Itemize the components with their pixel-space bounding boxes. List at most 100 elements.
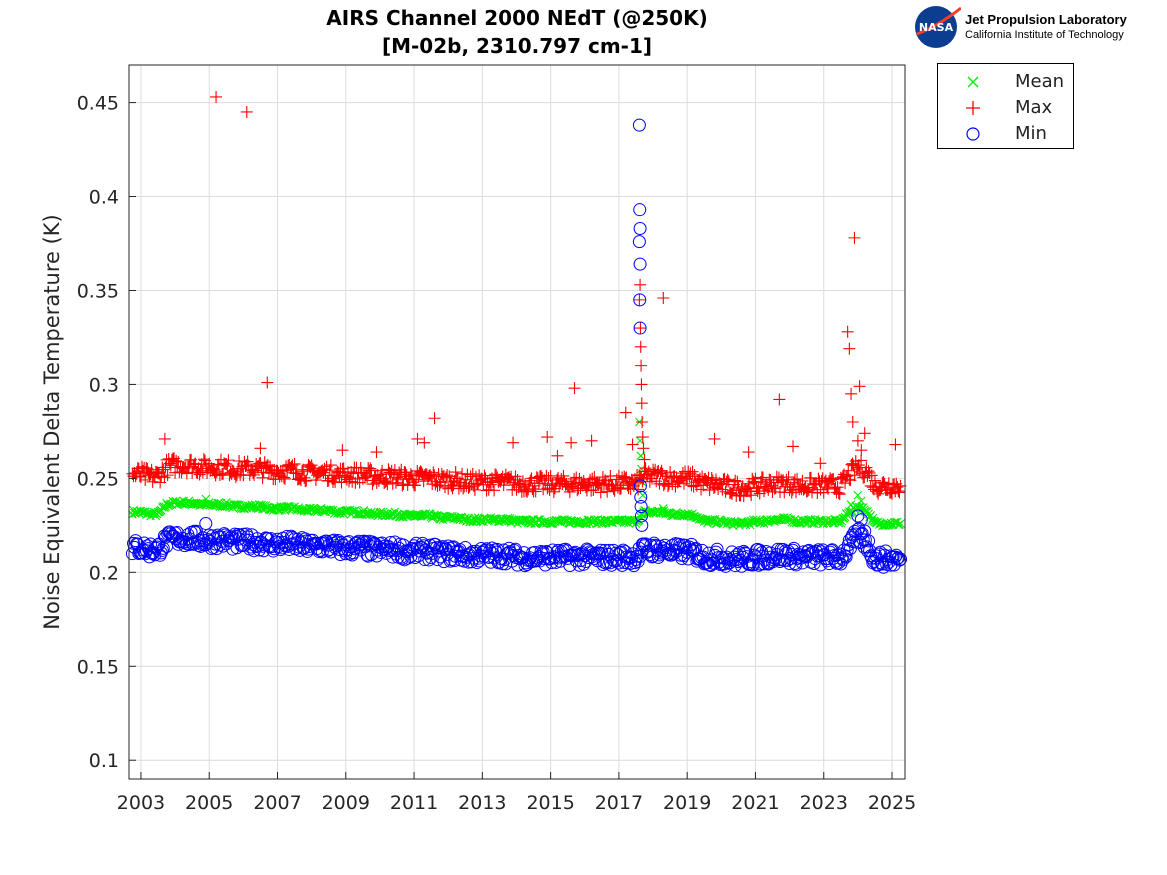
max-point bbox=[290, 467, 303, 480]
max-point bbox=[677, 477, 690, 490]
max-point bbox=[240, 105, 253, 118]
series-mean bbox=[128, 417, 905, 531]
min-point bbox=[633, 293, 647, 307]
min-point bbox=[252, 543, 266, 557]
max-point bbox=[433, 479, 446, 492]
max-point bbox=[559, 478, 572, 491]
max-point bbox=[634, 340, 647, 353]
max-point bbox=[261, 376, 274, 389]
max-point bbox=[466, 467, 479, 480]
max-point bbox=[734, 489, 747, 502]
min-point bbox=[632, 235, 646, 249]
min-point bbox=[280, 529, 294, 543]
max-point bbox=[831, 481, 844, 494]
max-point bbox=[277, 471, 290, 484]
max-point bbox=[846, 416, 859, 428]
mean-point bbox=[594, 518, 604, 528]
max-point bbox=[666, 478, 679, 491]
max-point bbox=[253, 457, 266, 470]
y-tick-label: 0.35 bbox=[77, 280, 119, 302]
mean-point bbox=[836, 518, 846, 528]
max-point bbox=[210, 465, 223, 478]
max-point bbox=[468, 483, 481, 496]
min-point bbox=[634, 545, 648, 559]
mean-point bbox=[336, 508, 345, 518]
max-point bbox=[596, 471, 609, 484]
x-tick-label: 2025 bbox=[868, 792, 916, 814]
max-point bbox=[600, 478, 613, 491]
max-point bbox=[585, 434, 598, 447]
max-point bbox=[158, 471, 171, 484]
max-point bbox=[635, 378, 648, 391]
legend: Mean Max Min bbox=[937, 63, 1074, 149]
min-point bbox=[862, 534, 876, 548]
min-point bbox=[574, 554, 588, 568]
axes-box bbox=[128, 64, 906, 780]
max-point bbox=[814, 457, 827, 470]
min-point bbox=[164, 527, 178, 541]
min-point bbox=[751, 542, 765, 556]
max-point bbox=[278, 472, 291, 485]
grid bbox=[129, 65, 905, 779]
max-point bbox=[868, 474, 881, 487]
max-point bbox=[737, 490, 750, 503]
min-point bbox=[408, 551, 422, 565]
min-point bbox=[324, 545, 338, 559]
min-point bbox=[443, 554, 457, 568]
min-point bbox=[776, 542, 790, 556]
min-point bbox=[633, 321, 647, 335]
max-point bbox=[833, 488, 846, 501]
max-point bbox=[825, 474, 838, 487]
max-point bbox=[608, 484, 621, 497]
max-point bbox=[889, 438, 902, 451]
min-point bbox=[261, 532, 275, 546]
x-tick-label: 2021 bbox=[731, 792, 779, 814]
max-point bbox=[488, 484, 501, 497]
max-point bbox=[841, 325, 854, 338]
min-point bbox=[463, 548, 477, 562]
min-point bbox=[695, 543, 709, 557]
y-tick-label: 0.45 bbox=[77, 93, 119, 115]
max-point bbox=[654, 467, 667, 480]
max-point bbox=[187, 460, 200, 473]
mean-point bbox=[201, 494, 211, 504]
max-point bbox=[256, 471, 269, 484]
max-point bbox=[551, 449, 564, 462]
min-point bbox=[149, 541, 163, 555]
max-point bbox=[594, 486, 607, 499]
max-point bbox=[721, 473, 734, 486]
legend-item-mean: Mean bbox=[938, 69, 1073, 95]
max-point bbox=[635, 397, 648, 410]
max-point bbox=[855, 454, 868, 467]
max-point bbox=[851, 434, 864, 447]
mean-point bbox=[846, 500, 856, 510]
jpl-subtitle: California Institute of Technology bbox=[965, 29, 1124, 41]
x-tick-label: 2017 bbox=[595, 792, 643, 814]
min-point bbox=[188, 525, 202, 539]
max-point bbox=[747, 475, 760, 488]
max-point bbox=[513, 477, 526, 490]
mean-point bbox=[856, 496, 866, 506]
min-point bbox=[891, 551, 905, 565]
nasa-meatball-icon: NASA bbox=[915, 6, 962, 48]
max-point bbox=[378, 477, 391, 490]
max-point bbox=[727, 484, 740, 497]
max-point bbox=[457, 482, 470, 495]
max-point bbox=[683, 470, 696, 483]
max-point bbox=[749, 472, 762, 485]
min-point bbox=[199, 516, 213, 530]
max-point bbox=[843, 342, 856, 355]
max-point bbox=[379, 476, 392, 489]
min-point bbox=[466, 545, 480, 559]
jpl-logo: NASA Jet Propulsion Laboratory Californi… bbox=[913, 4, 1153, 50]
max-point bbox=[459, 473, 472, 486]
max-point bbox=[708, 432, 721, 445]
max-point bbox=[210, 90, 223, 103]
max-point bbox=[443, 470, 456, 483]
max-point bbox=[723, 487, 736, 500]
x-tick-label: 2019 bbox=[663, 792, 711, 814]
max-point bbox=[893, 486, 906, 499]
legend-label: Mean bbox=[1015, 71, 1065, 92]
max-point bbox=[886, 487, 899, 500]
min-point bbox=[632, 118, 646, 132]
